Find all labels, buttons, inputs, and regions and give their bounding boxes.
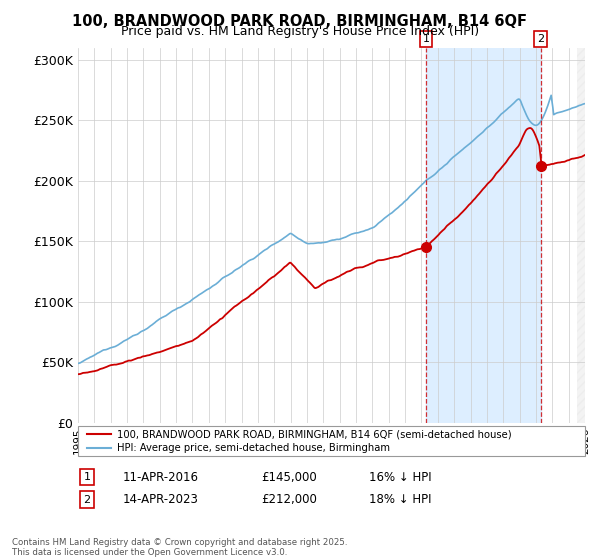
Text: 2: 2 (83, 494, 91, 505)
Bar (577, 48, 593, 423)
Text: 18% ↓ HPI: 18% ↓ HPI (369, 493, 431, 506)
Bar (426, 48, 541, 423)
Text: 11-APR-2016: 11-APR-2016 (123, 470, 199, 484)
Text: Contains HM Land Registry data © Crown copyright and database right 2025.
This d: Contains HM Land Registry data © Crown c… (12, 538, 347, 557)
Text: 100, BRANDWOOD PARK ROAD, BIRMINGHAM, B14 6QF: 100, BRANDWOOD PARK ROAD, BIRMINGHAM, B1… (73, 14, 527, 29)
Text: £145,000: £145,000 (261, 470, 317, 484)
Text: 16% ↓ HPI: 16% ↓ HPI (369, 470, 431, 484)
Bar (577, 48, 593, 423)
Text: 1: 1 (83, 472, 91, 482)
Text: 14-APR-2023: 14-APR-2023 (123, 493, 199, 506)
Text: 100, BRANDWOOD PARK ROAD, BIRMINGHAM, B14 6QF (semi-detached house): 100, BRANDWOOD PARK ROAD, BIRMINGHAM, B1… (117, 429, 512, 439)
Text: 1: 1 (422, 34, 430, 44)
Text: 2: 2 (537, 34, 544, 44)
Text: Price paid vs. HM Land Registry's House Price Index (HPI): Price paid vs. HM Land Registry's House … (121, 25, 479, 38)
Text: £212,000: £212,000 (261, 493, 317, 506)
Text: HPI: Average price, semi-detached house, Birmingham: HPI: Average price, semi-detached house,… (117, 443, 390, 453)
